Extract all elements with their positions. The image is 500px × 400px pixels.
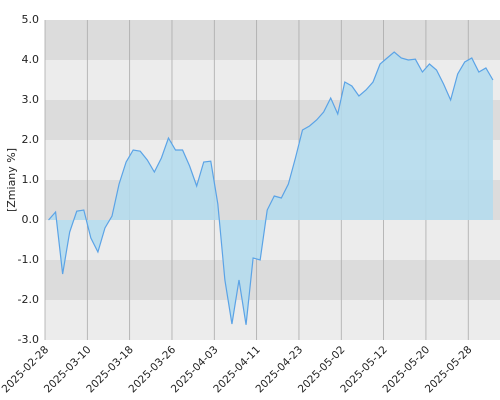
y-tick-label: -3.0 (18, 333, 39, 346)
y-tick-label: 0.0 (22, 213, 40, 226)
area (48, 52, 493, 325)
grid-band (45, 20, 500, 60)
y-tick-label: 1.0 (22, 173, 40, 186)
grid-band (45, 300, 500, 340)
y-tick-label: 5.0 (22, 13, 40, 26)
y-tick-label: 2.0 (22, 133, 40, 146)
y-tick-label: 3.0 (22, 93, 40, 106)
grid-band (45, 220, 500, 260)
y-axis-label: [Zmiany %] (5, 148, 18, 212)
grid-band (45, 260, 500, 300)
line (48, 51, 494, 325)
y-tick-label: -2.0 (18, 293, 39, 306)
y-tick-label: 4.0 (22, 53, 40, 66)
y-tick-label: -1.0 (18, 253, 39, 266)
